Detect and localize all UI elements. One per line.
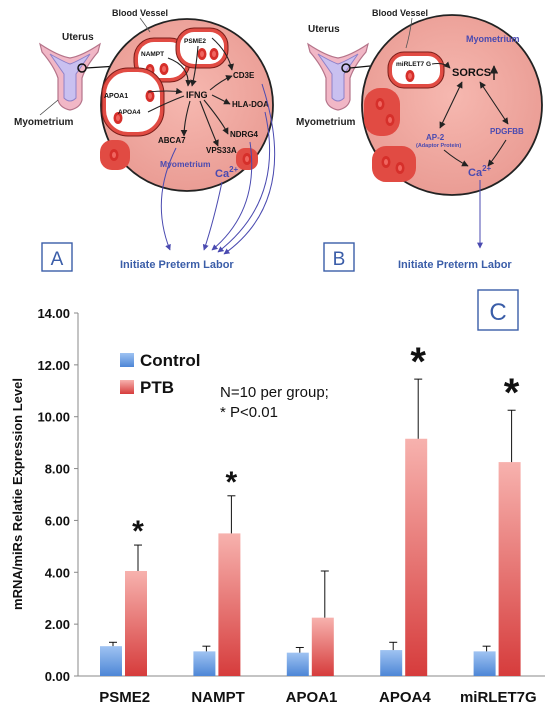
arrows-b xyxy=(431,61,509,167)
outcome-arrows-a xyxy=(160,83,276,255)
bar-ptb-apoa1 xyxy=(311,617,334,676)
sorcs-group: SORCS xyxy=(452,65,499,80)
gene-ifng: IFNG xyxy=(186,90,208,100)
y-tick-label: 6.00 xyxy=(45,513,70,528)
legend: Control PTB xyxy=(120,351,200,397)
y-tick-label: 12.00 xyxy=(37,358,70,373)
bar-control-mirlet7g xyxy=(473,651,496,676)
gene-labels-a: NAMPT PSME2 APOA1 APOA4 IFNG CD3E HLA-DO… xyxy=(104,38,269,155)
uterus-sketch-a xyxy=(39,42,119,111)
arrows-a xyxy=(147,37,234,147)
significance-star: * xyxy=(132,515,144,548)
inner-myometrium-label-b: Myometrium xyxy=(466,34,520,44)
vessel-mirna xyxy=(387,51,445,89)
calcium-label-b: Ca2+ xyxy=(468,164,492,179)
uterus-label-b: Uterus xyxy=(308,24,340,35)
pdgfbb-label: PDGFBB xyxy=(490,127,524,136)
gene-psme2: PSME2 xyxy=(184,38,206,45)
significance-star: * xyxy=(226,466,238,499)
legend-swatch-ptb xyxy=(120,380,134,394)
vessel-bottom-left-a xyxy=(100,140,130,170)
annotation-p: * P<0.01 xyxy=(220,404,278,421)
x-tick-label: APOA4 xyxy=(379,689,431,706)
x-tick-label: miRLET7G xyxy=(460,689,537,706)
gene-apoa4: APOA4 xyxy=(118,109,141,116)
bar-control-psme2 xyxy=(100,646,122,676)
significance-star: * xyxy=(504,371,520,415)
y-axis-title: mRNA/miRs Relatie Expression Level xyxy=(10,378,25,610)
vessel-apoa xyxy=(101,67,165,137)
uterus-label-a: Uterus xyxy=(62,32,94,43)
panel-letter-box-a xyxy=(41,242,73,272)
vessels-a xyxy=(100,27,258,170)
mirna-label: miRLET7 G xyxy=(396,61,431,68)
gene-cd3e: CD3E xyxy=(233,71,255,80)
y-tick-label: 4.00 xyxy=(45,565,70,580)
y-tick-label: 2.00 xyxy=(45,617,70,632)
panel-letter-box-b xyxy=(323,242,355,272)
uterus-sketch-b xyxy=(307,42,371,111)
sorcs-label: SORCS xyxy=(452,67,491,79)
ap2-note: (Adaptor Protein) xyxy=(416,143,461,149)
annotation-n: N=10 per group; xyxy=(220,384,329,401)
bar-ptb-mirlet7g xyxy=(498,462,521,676)
y-tick-label: 14.00 xyxy=(37,306,70,321)
panel-letter-c: C xyxy=(489,299,506,326)
x-ticks: PSME2 NAMPT APOA1 APOA4 miRLET7G xyxy=(99,689,536,706)
bar-control-nampt xyxy=(193,651,216,676)
y-tick-label: 8.00 xyxy=(45,462,70,477)
x-tick-label: APOA1 xyxy=(286,689,338,706)
bar-ptb-psme2 xyxy=(125,570,147,676)
blood-vessel-label-b: Blood Vessel xyxy=(372,8,428,18)
legend-label-ptb: PTB xyxy=(140,378,174,397)
inner-myometrium-label-a: Myometrium xyxy=(160,159,211,169)
panel-a: Uterus Myometrium Blood Vessel xyxy=(14,8,276,272)
y-tick-label: 0.00 xyxy=(45,669,70,684)
ap2-label: AP-2 xyxy=(426,133,445,142)
gene-apoa1: APOA1 xyxy=(104,93,128,100)
legend-label-control: Control xyxy=(140,351,200,370)
gene-vps33a: VPS33A xyxy=(206,146,237,155)
y-ticks: 0.00 2.00 4.00 6.00 8.00 10.00 12.00 14.00 xyxy=(37,306,78,684)
vessel-left-b xyxy=(364,88,400,136)
vessel-bottom-right-a xyxy=(236,148,258,170)
panel-letter-a: A xyxy=(51,249,64,270)
vessel-bottom-b xyxy=(372,146,416,182)
calcium-label-a: Ca2+ xyxy=(215,165,239,180)
panel-letter-box-c xyxy=(477,289,519,331)
panel-b: Uterus Myometrium Blood Vessel miRLET7 G… xyxy=(296,8,543,272)
panel-letter-b: B xyxy=(333,249,346,270)
outcome-label-b: Initiate Preterm Labor xyxy=(398,259,512,271)
x-tick-label: PSME2 xyxy=(99,689,150,706)
legend-swatch-control xyxy=(120,353,134,367)
y-tick-label: 10.00 xyxy=(37,410,70,425)
x-tick-label: NAMPT xyxy=(191,689,244,706)
myometrium-label-b: Myometrium xyxy=(296,117,356,128)
significance-star: * xyxy=(410,340,426,384)
bar-control-apoa1 xyxy=(286,652,309,676)
gene-abca7: ABCA7 xyxy=(158,136,186,145)
bar-control-apoa4 xyxy=(380,650,403,676)
gene-hla-doa: HLA-DOA xyxy=(232,100,269,109)
bars: * * * * xyxy=(100,340,521,676)
vessel-psme2 xyxy=(175,27,229,69)
gene-nampt: NAMPT xyxy=(141,51,164,58)
myometrium-label-a: Myometrium xyxy=(14,117,74,128)
vessels-b xyxy=(364,51,445,182)
gene-ndrg4: NDRG4 xyxy=(230,130,259,139)
bar-ptb-nampt xyxy=(218,533,241,676)
bar-ptb-apoa4 xyxy=(405,438,428,676)
outcome-label-a: Initiate Preterm Labor xyxy=(120,259,234,271)
blood-vessel-label-a: Blood Vessel xyxy=(112,8,168,18)
